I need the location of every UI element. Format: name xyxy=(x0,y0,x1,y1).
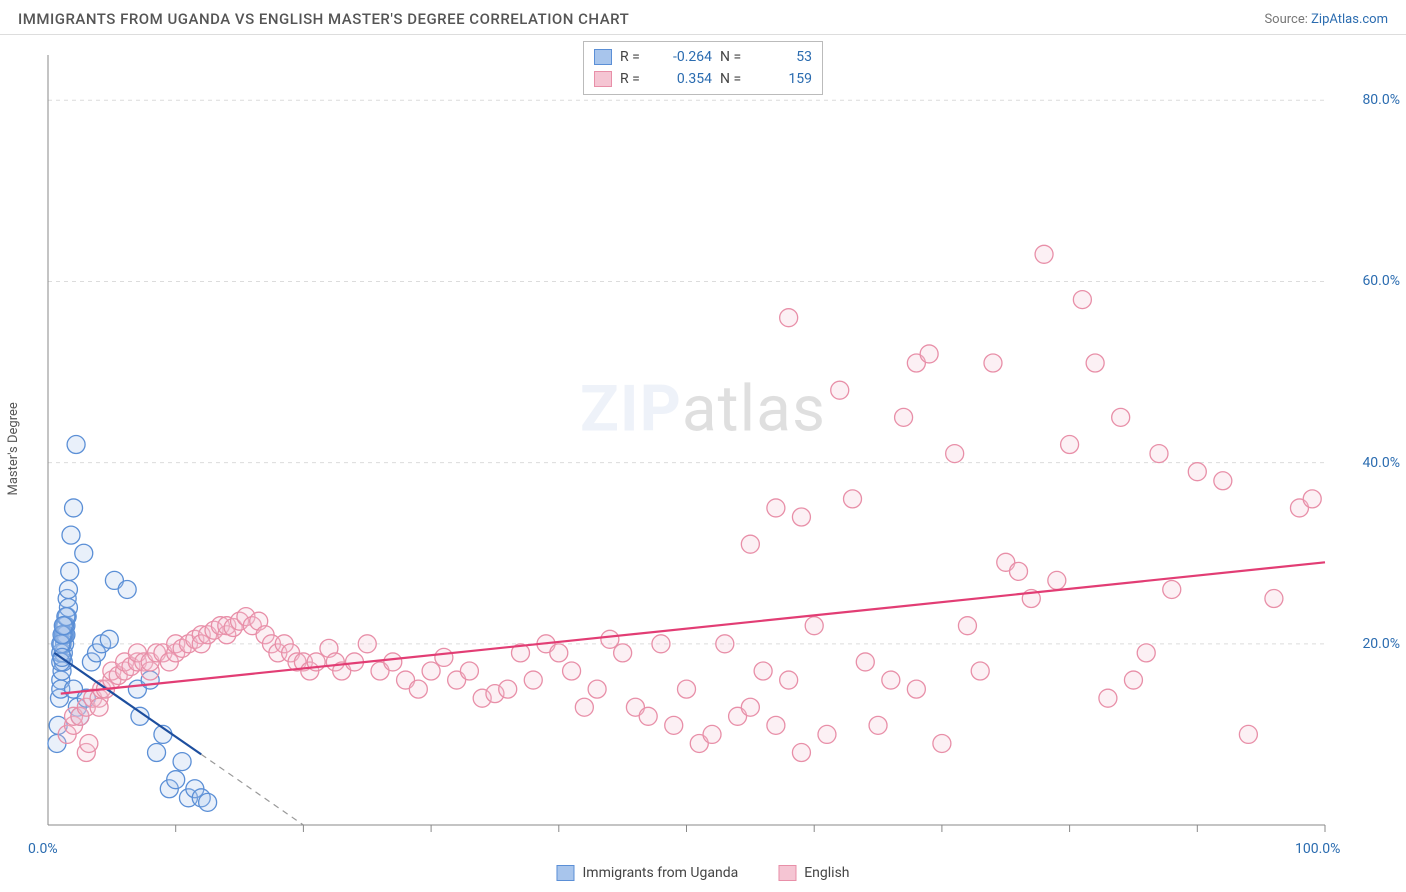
source-line: Source: ZipAtlas.com xyxy=(1264,12,1388,27)
scatter-chart xyxy=(0,35,1406,885)
y-tick-label: 20.0% xyxy=(1362,636,1400,652)
y-tick-label: 80.0% xyxy=(1362,92,1400,108)
chart-title: IMMIGRANTS FROM UGANDA VS ENGLISH MASTER… xyxy=(18,10,629,28)
swatch-english xyxy=(594,71,612,87)
source-label: Source: xyxy=(1264,12,1307,27)
series-legend: Immigrants from Uganda English xyxy=(556,865,849,881)
r-value-uganda: -0.264 xyxy=(652,46,712,68)
swatch-english-icon xyxy=(778,865,796,881)
x-axis-max-label: 100.0% xyxy=(1295,841,1340,857)
y-axis-label: Master's Degree xyxy=(6,402,21,495)
legend-row-english: R = 0.354 N = 159 xyxy=(594,68,812,90)
r-label: R = xyxy=(620,68,644,90)
y-tick-label: 60.0% xyxy=(1362,273,1400,289)
x-axis-min-label: 0.0% xyxy=(28,841,58,857)
n-label: N = xyxy=(720,68,744,90)
source-link[interactable]: ZipAtlas.com xyxy=(1311,12,1388,27)
swatch-uganda xyxy=(594,49,612,65)
r-value-english: 0.354 xyxy=(652,68,712,90)
n-value-uganda: 53 xyxy=(752,46,812,68)
correlation-legend: R = -0.264 N = 53 R = 0.354 N = 159 xyxy=(583,41,823,95)
legend-label-english: English xyxy=(804,865,849,881)
legend-row-uganda: R = -0.264 N = 53 xyxy=(594,46,812,68)
y-tick-label: 40.0% xyxy=(1362,455,1400,471)
title-bar: IMMIGRANTS FROM UGANDA VS ENGLISH MASTER… xyxy=(0,0,1406,35)
r-label: R = xyxy=(620,46,644,68)
chart-area: Master's Degree ZIPatlas R = -0.264 N = … xyxy=(0,35,1406,885)
legend-item-english: English xyxy=(778,865,849,881)
swatch-uganda-icon xyxy=(556,865,574,881)
legend-label-uganda: Immigrants from Uganda xyxy=(582,865,738,881)
legend-item-uganda: Immigrants from Uganda xyxy=(556,865,738,881)
n-label: N = xyxy=(720,46,744,68)
n-value-english: 159 xyxy=(752,68,812,90)
